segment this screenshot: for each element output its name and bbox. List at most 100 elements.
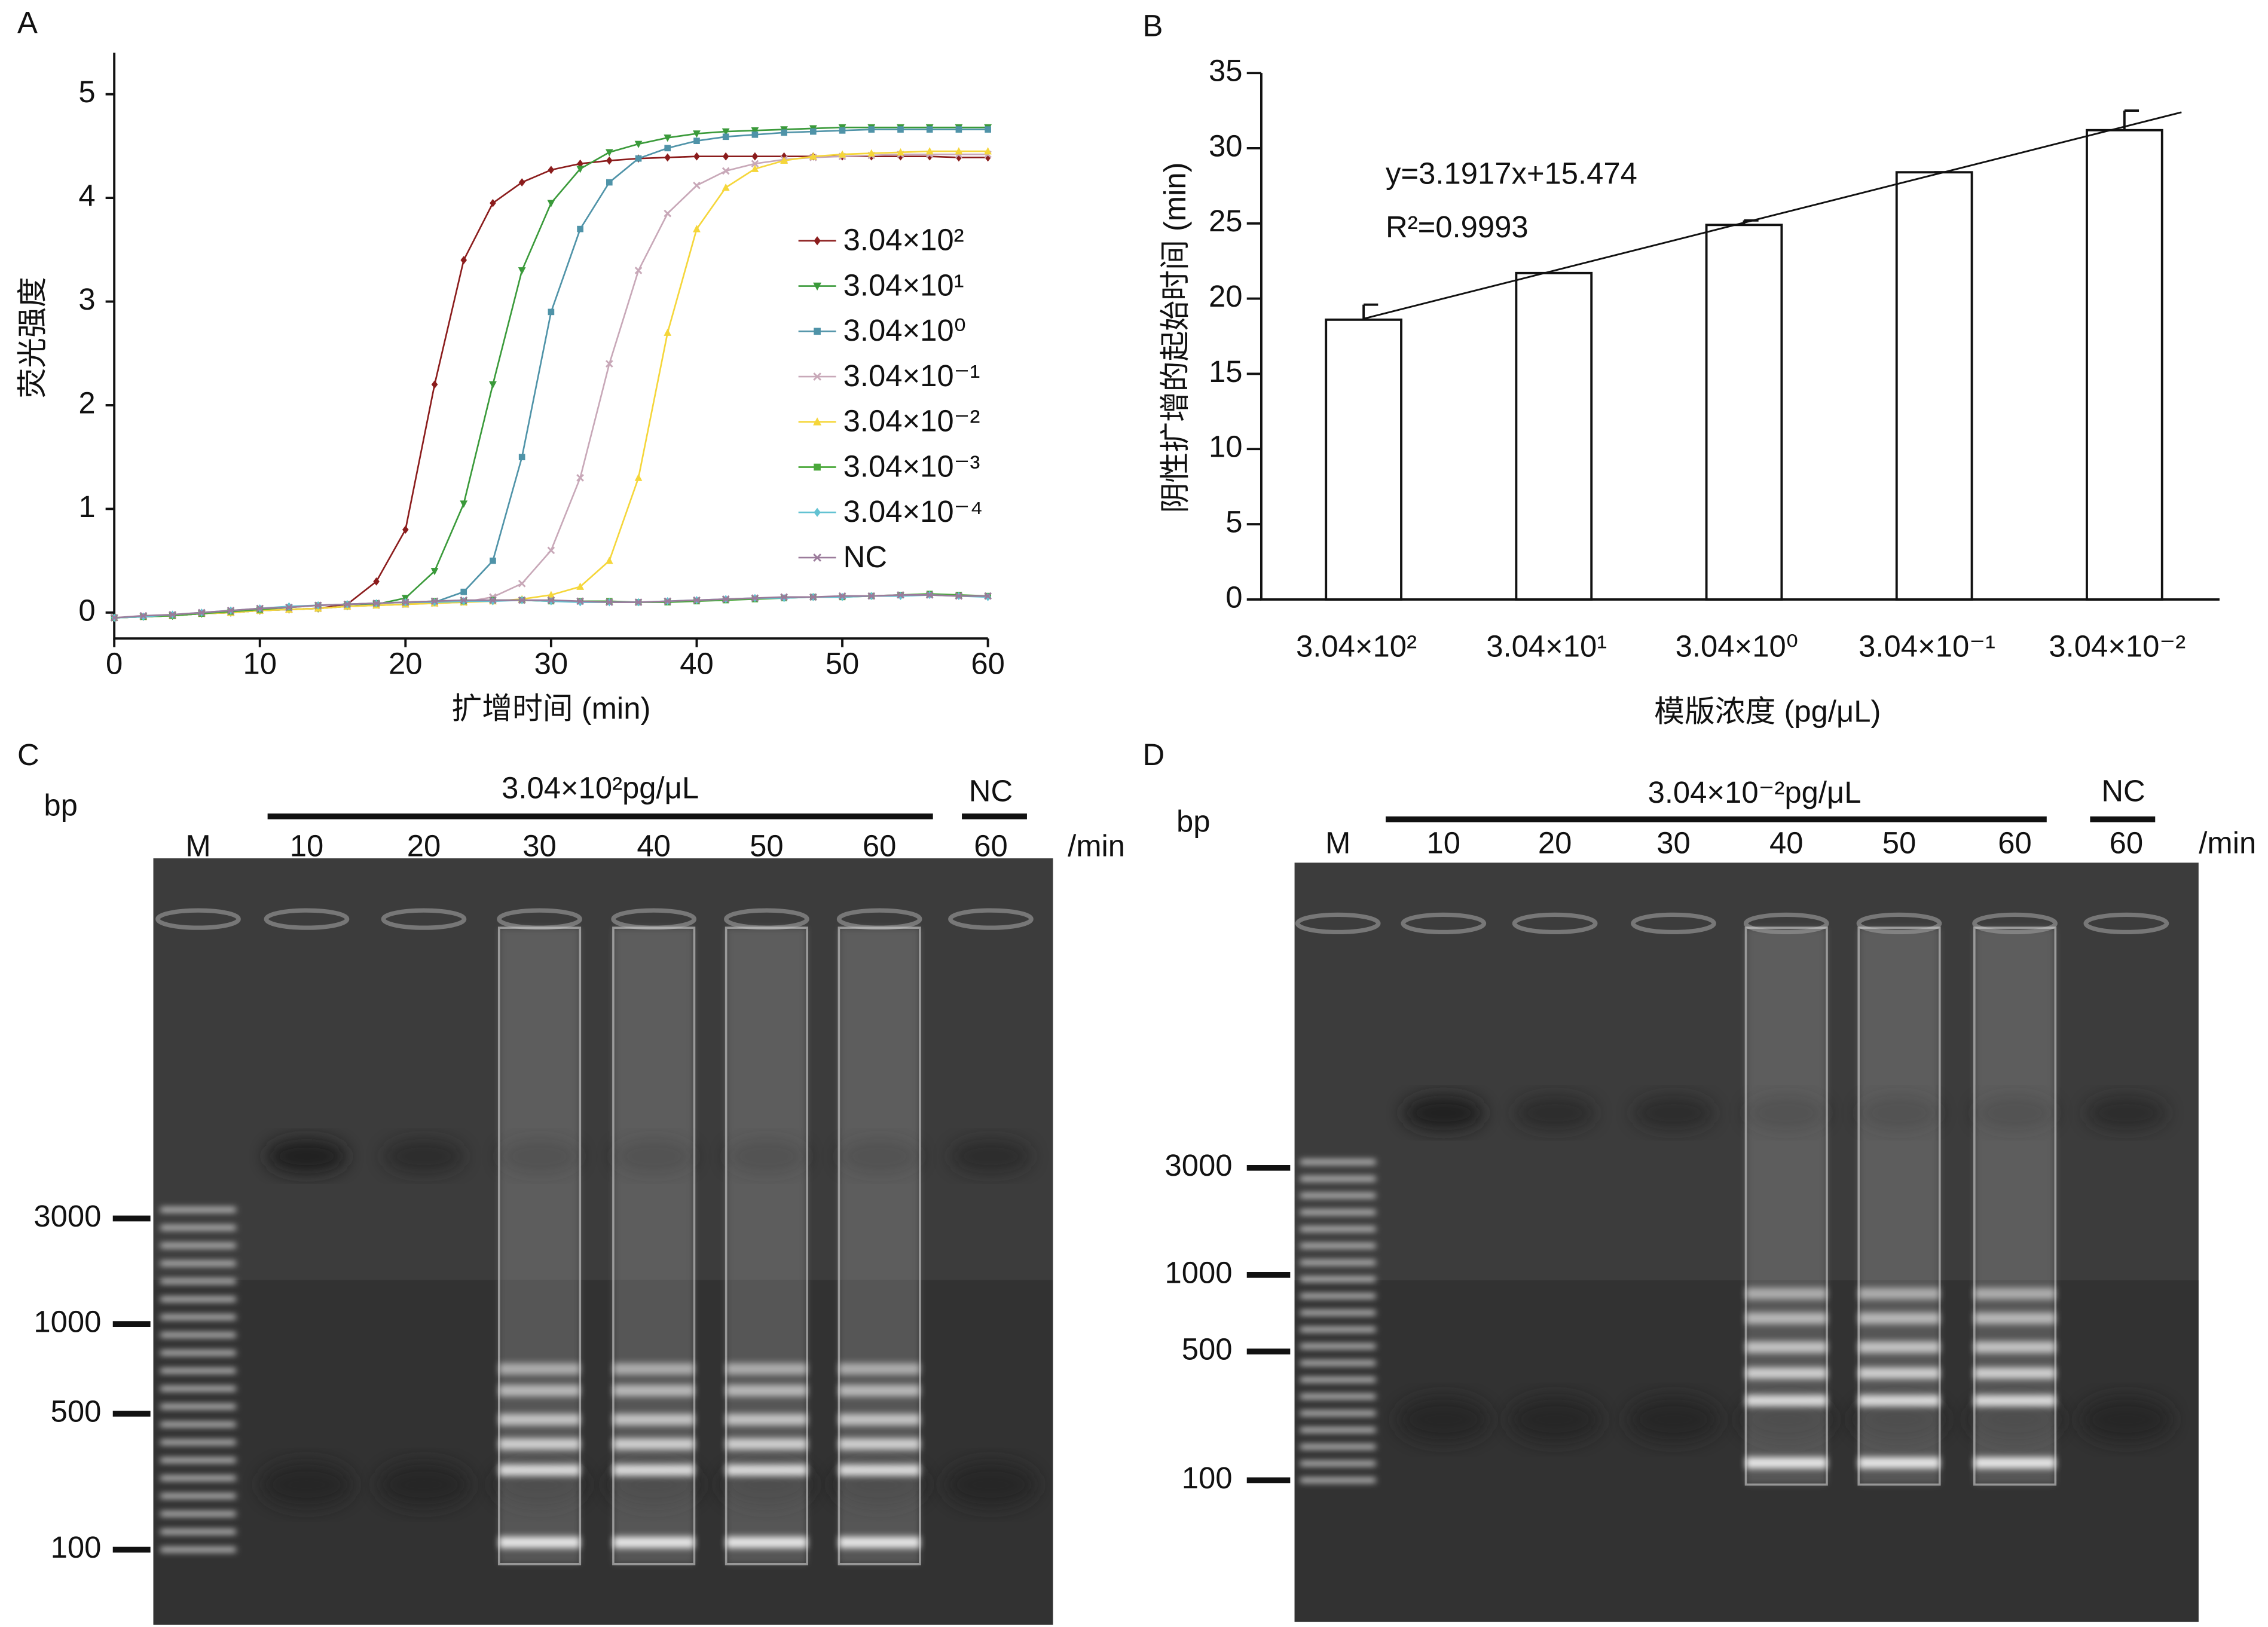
marker <box>605 598 613 606</box>
marker <box>606 156 613 165</box>
y-tick-label: 4 <box>78 179 95 213</box>
ladder-band <box>160 1494 236 1498</box>
well <box>2083 912 2169 935</box>
dna-band <box>1746 1312 1827 1325</box>
marker <box>547 591 555 598</box>
dna-band <box>1746 1394 1827 1407</box>
legend-label: 3.04×10⁻² <box>843 404 980 438</box>
dna-band <box>726 1363 808 1375</box>
y-tick-label: 5 <box>1225 504 1242 539</box>
legend-label: 3.04×10¹ <box>843 268 964 302</box>
dna-band <box>613 1464 695 1476</box>
ladder-band <box>1300 1227 1376 1231</box>
marker <box>984 592 992 600</box>
bar <box>1515 271 1593 601</box>
bar <box>1325 318 1402 601</box>
marker <box>343 600 351 608</box>
dna-band <box>613 1438 695 1450</box>
marker <box>722 133 729 140</box>
marker-size: 3000 <box>33 1199 101 1233</box>
marker <box>809 152 817 160</box>
dna-band <box>839 1464 920 1476</box>
ladder-band <box>160 1422 236 1427</box>
y-tick-label: 1 <box>78 490 95 524</box>
marker <box>839 127 846 134</box>
marker <box>838 150 846 158</box>
lane-edge <box>1744 926 1828 1486</box>
marker <box>809 593 817 601</box>
dna-band <box>1859 1394 1940 1407</box>
marker <box>722 595 730 603</box>
marker <box>897 126 904 133</box>
marker <box>814 507 821 517</box>
marker <box>780 593 788 601</box>
well <box>1631 912 1716 935</box>
ladder-band <box>160 1530 236 1534</box>
x-tick-label: 10 <box>243 647 277 681</box>
x-tick-label: 0 <box>106 647 123 681</box>
control-label: NC <box>969 774 1013 808</box>
smear <box>613 928 695 1564</box>
dna-band <box>1859 1287 1940 1299</box>
marker-size: 1000 <box>33 1305 101 1339</box>
marker <box>664 328 672 336</box>
marker <box>722 152 729 161</box>
lane-label: 30 <box>522 828 557 863</box>
marker <box>751 594 759 602</box>
dna-band <box>1859 1341 1940 1353</box>
marker <box>605 149 613 157</box>
dna-band <box>613 1414 695 1426</box>
dna-band <box>499 1384 580 1397</box>
y-tick-label: 20 <box>1209 279 1243 313</box>
ladder-band <box>1300 1277 1376 1282</box>
marker <box>751 127 759 135</box>
y-tick-label: 3 <box>78 282 95 316</box>
dna-band <box>1746 1457 1827 1469</box>
ladder-band <box>160 1314 236 1320</box>
marker <box>955 126 962 133</box>
marker <box>197 608 206 617</box>
marker <box>813 553 821 562</box>
unit-label: bp <box>1176 804 1211 838</box>
panel-label: C <box>17 738 39 772</box>
dna-band <box>1746 1367 1827 1380</box>
lane-edge <box>1973 926 2057 1486</box>
lane-label: M <box>1325 826 1350 860</box>
marker <box>605 556 613 564</box>
marker <box>401 598 409 606</box>
dna-band <box>839 1536 920 1549</box>
ladder-band <box>1300 1243 1376 1248</box>
marker-size: 500 <box>51 1394 102 1429</box>
smear <box>499 928 580 1564</box>
y-tick-label: 30 <box>1209 129 1243 163</box>
ladder-band <box>1300 1478 1376 1483</box>
ladder-band <box>1300 1444 1376 1449</box>
dna-band <box>1974 1367 2056 1380</box>
marker <box>490 557 496 564</box>
dna-band <box>839 1384 920 1397</box>
marker <box>518 454 525 461</box>
dna-band <box>1859 1312 1940 1325</box>
lane-label: 50 <box>1882 826 1917 860</box>
legend-label: 3.04×10⁻¹ <box>843 359 980 393</box>
dna-band <box>613 1363 695 1375</box>
marker <box>781 129 787 136</box>
ladder-band <box>1300 1293 1376 1298</box>
dna-band <box>726 1536 808 1549</box>
panel-label: A <box>17 6 38 40</box>
marker <box>314 601 322 610</box>
x-axis-label: 扩增时间 (min) <box>451 692 650 726</box>
marker <box>634 267 643 274</box>
dna-band <box>726 1464 808 1476</box>
legend-label: 3.04×10⁰ <box>843 313 966 347</box>
marker <box>664 153 671 162</box>
ladder-band <box>1300 1377 1376 1382</box>
marker <box>664 145 671 152</box>
well <box>264 908 350 930</box>
dna-band <box>499 1536 580 1549</box>
trendline <box>1363 111 2182 320</box>
legend-label: 3.04×10⁻³ <box>843 449 980 483</box>
ladder-band <box>160 1368 236 1373</box>
marker-size: 1000 <box>1165 1255 1233 1289</box>
ladder-band <box>1300 1427 1376 1433</box>
